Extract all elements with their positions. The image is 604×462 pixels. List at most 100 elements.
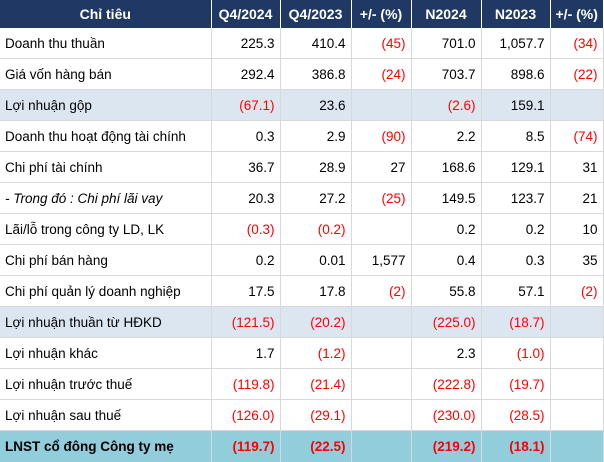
value-cell: 17.5 [211,276,280,307]
value-cell: (25) [351,183,411,214]
value-cell: (21.4) [280,369,351,400]
value-cell: 2.2 [411,121,481,152]
value-cell: 2.9 [280,121,351,152]
value-cell: 123.7 [481,183,550,214]
value-cell: 701.0 [411,28,481,59]
row-label: Chi phí bán hàng [0,245,211,276]
value-cell: (2.6) [411,90,481,121]
row-label: Lợi nhuận trước thuế [0,369,211,400]
table-row: Lợi nhuận thuần từ HĐKD(121.5)(20.2) (225… [0,307,603,338]
header-cell: N2024 [411,0,481,28]
header-cell: Q4/2023 [280,0,351,28]
row-label: Giá vốn hàng bán [0,59,211,90]
value-cell: 0.2 [481,214,550,245]
row-label: Lợi nhuận sau thuế [0,400,211,431]
value-cell: (121.5) [211,307,280,338]
value-cell: (24) [351,59,411,90]
value-cell: (22.5) [280,431,351,462]
value-cell: 31 [550,152,603,183]
value-cell: (67.1) [211,90,280,121]
value-cell [550,90,603,121]
value-cell: 292.4 [211,59,280,90]
value-cell [351,369,411,400]
value-cell: 129.1 [481,152,550,183]
table-row: Lợi nhuận sau thuế(126.0)(29.1)(230.0)(2… [0,400,603,431]
row-label: Lợi nhuận thuần từ HĐKD [0,307,211,338]
value-cell [351,431,411,462]
row-label: Chi phí tài chính [0,152,211,183]
value-cell [351,307,411,338]
value-cell: 1,057.7 [481,28,550,59]
value-cell: 1.7 [211,338,280,369]
value-cell: (119.7) [211,431,280,462]
row-label: Lãi/lỗ trong công ty LD, LK [0,214,211,245]
value-cell: 1,577 [351,245,411,276]
value-cell [351,338,411,369]
value-cell [550,400,603,431]
value-cell: (74) [550,121,603,152]
value-cell: 27.2 [280,183,351,214]
value-cell: 159.1 [481,90,550,121]
row-label: Doanh thu thuần [0,28,211,59]
value-cell: 225.3 [211,28,280,59]
value-cell: 898.6 [481,59,550,90]
value-cell: 0.3 [481,245,550,276]
value-cell: (28.5) [481,400,550,431]
value-cell [550,431,603,462]
value-cell: 10 [550,214,603,245]
value-cell: 35 [550,245,603,276]
value-cell: (22) [550,59,603,90]
value-cell: 20.3 [211,183,280,214]
value-cell: 0.4 [411,245,481,276]
value-cell: 23.6 [280,90,351,121]
table-row: Lợi nhuận gộp(67.1)23.6(2.6)159.1 [0,90,603,121]
value-cell: 36.7 [211,152,280,183]
value-cell [550,307,603,338]
value-cell [550,338,603,369]
row-label: Chi phí quản lý doanh nghiệp [0,276,211,307]
value-cell: 28.9 [280,152,351,183]
value-cell: 0.2 [211,245,280,276]
value-cell: 703.7 [411,59,481,90]
value-cell: (2) [351,276,411,307]
value-cell: (230.0) [411,400,481,431]
header-cell: +/- (%) [351,0,411,28]
value-cell: 386.8 [280,59,351,90]
value-cell: (225.0) [411,307,481,338]
row-label: - Trong đó : Chi phí lãi vay [0,183,211,214]
value-cell: (19.7) [481,369,550,400]
value-cell: (0.3) [211,214,280,245]
value-cell: 2.3 [411,338,481,369]
value-cell: 0.01 [280,245,351,276]
value-cell: (18.1) [481,431,550,462]
value-cell: 57.1 [481,276,550,307]
header-cell: N2023 [481,0,550,28]
value-cell: (0.2) [280,214,351,245]
value-cell: 0.2 [411,214,481,245]
value-cell: 0.3 [211,121,280,152]
value-cell: 55.8 [411,276,481,307]
value-cell: (219.2) [411,431,481,462]
value-cell: (1.2) [280,338,351,369]
header-row: Chỉ tiêu Q4/2024 Q4/2023 +/- (%) N2024 N… [0,0,603,28]
value-cell [550,369,603,400]
value-cell: (20.2) [280,307,351,338]
table-row: LNST cổ đông Công ty mẹ(119.7)(22.5)(219… [0,431,603,462]
header-cell: +/- (%) [550,0,603,28]
value-cell: 410.4 [280,28,351,59]
value-cell: 17.8 [280,276,351,307]
value-cell: (45) [351,28,411,59]
value-cell: (222.8) [411,369,481,400]
header-cell: Chỉ tiêu [0,0,211,28]
value-cell: (29.1) [280,400,351,431]
value-cell: 8.5 [481,121,550,152]
value-cell: (119.8) [211,369,280,400]
